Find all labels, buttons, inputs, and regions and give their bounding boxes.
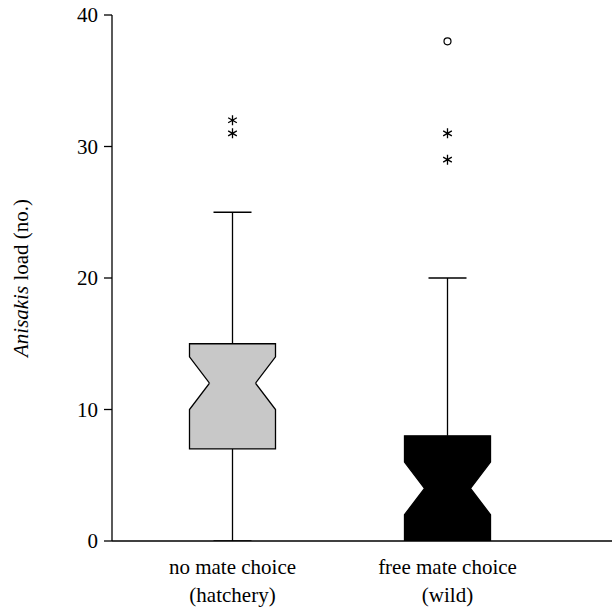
y-tick-label: 40 — [77, 3, 98, 27]
category-label: no mate choice(hatchery) — [169, 555, 296, 607]
whisker-cap — [429, 277, 467, 278]
median — [210, 383, 256, 384]
y-tick — [104, 277, 112, 278]
y-tick — [104, 146, 112, 147]
whisker-cap — [214, 212, 252, 213]
box — [405, 436, 491, 541]
y-tick — [104, 540, 112, 541]
y-tick-label: 30 — [77, 135, 98, 159]
whisker — [232, 449, 233, 541]
y-tick-label: 20 — [77, 266, 98, 290]
median — [425, 488, 471, 489]
y-tick-label: 0 — [88, 529, 99, 553]
outlier — [444, 38, 451, 45]
y-tick — [104, 14, 112, 15]
y-axis-label: Anisakis load (no.) — [9, 199, 33, 359]
chart: 0 10 20 30 40 Anisakis load (no.) no mate choi… — [0, 0, 612, 608]
y-tick — [104, 409, 112, 410]
outlier — [443, 155, 452, 165]
y-tick-label: 10 — [77, 398, 98, 422]
outlier — [228, 115, 237, 125]
box — [190, 344, 276, 449]
whisker — [232, 212, 233, 344]
boxes — [190, 38, 491, 541]
x-axis — [112, 540, 612, 541]
whisker — [447, 278, 448, 436]
outlier — [228, 128, 237, 138]
whisker-cap — [214, 540, 252, 541]
outlier — [443, 128, 452, 138]
category-label: free mate choice(wild) — [378, 555, 517, 607]
